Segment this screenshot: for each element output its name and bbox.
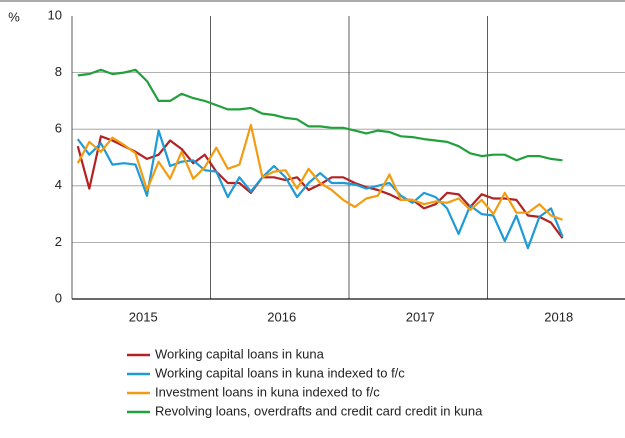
y-axis-label: % [8, 9, 20, 24]
series-line [77, 68, 563, 162]
y-tick-label: 0 [55, 290, 62, 305]
x-tick-label: 2016 [267, 309, 296, 324]
legend-label: Investment loans in kuna indexed to f/c [155, 384, 380, 399]
legend-label: Working capital loans in kuna indexed to… [155, 365, 405, 380]
legend-label: Revolving loans, overdrafts and credit c… [155, 403, 483, 418]
y-tick-label: 4 [55, 177, 62, 192]
series-line [76, 129, 564, 250]
x-tick-label: 2018 [544, 309, 573, 324]
y-tick-label: 10 [48, 7, 62, 22]
y-tick-label: 8 [55, 64, 62, 79]
x-tick-label: 2015 [129, 309, 158, 324]
y-tick-label: 6 [55, 121, 62, 136]
y-tick-label: 2 [55, 234, 62, 249]
series-line [76, 135, 564, 239]
legend-label: Working capital loans in kuna [155, 346, 325, 361]
x-tick-label: 2017 [406, 309, 435, 324]
series-line [76, 123, 563, 221]
